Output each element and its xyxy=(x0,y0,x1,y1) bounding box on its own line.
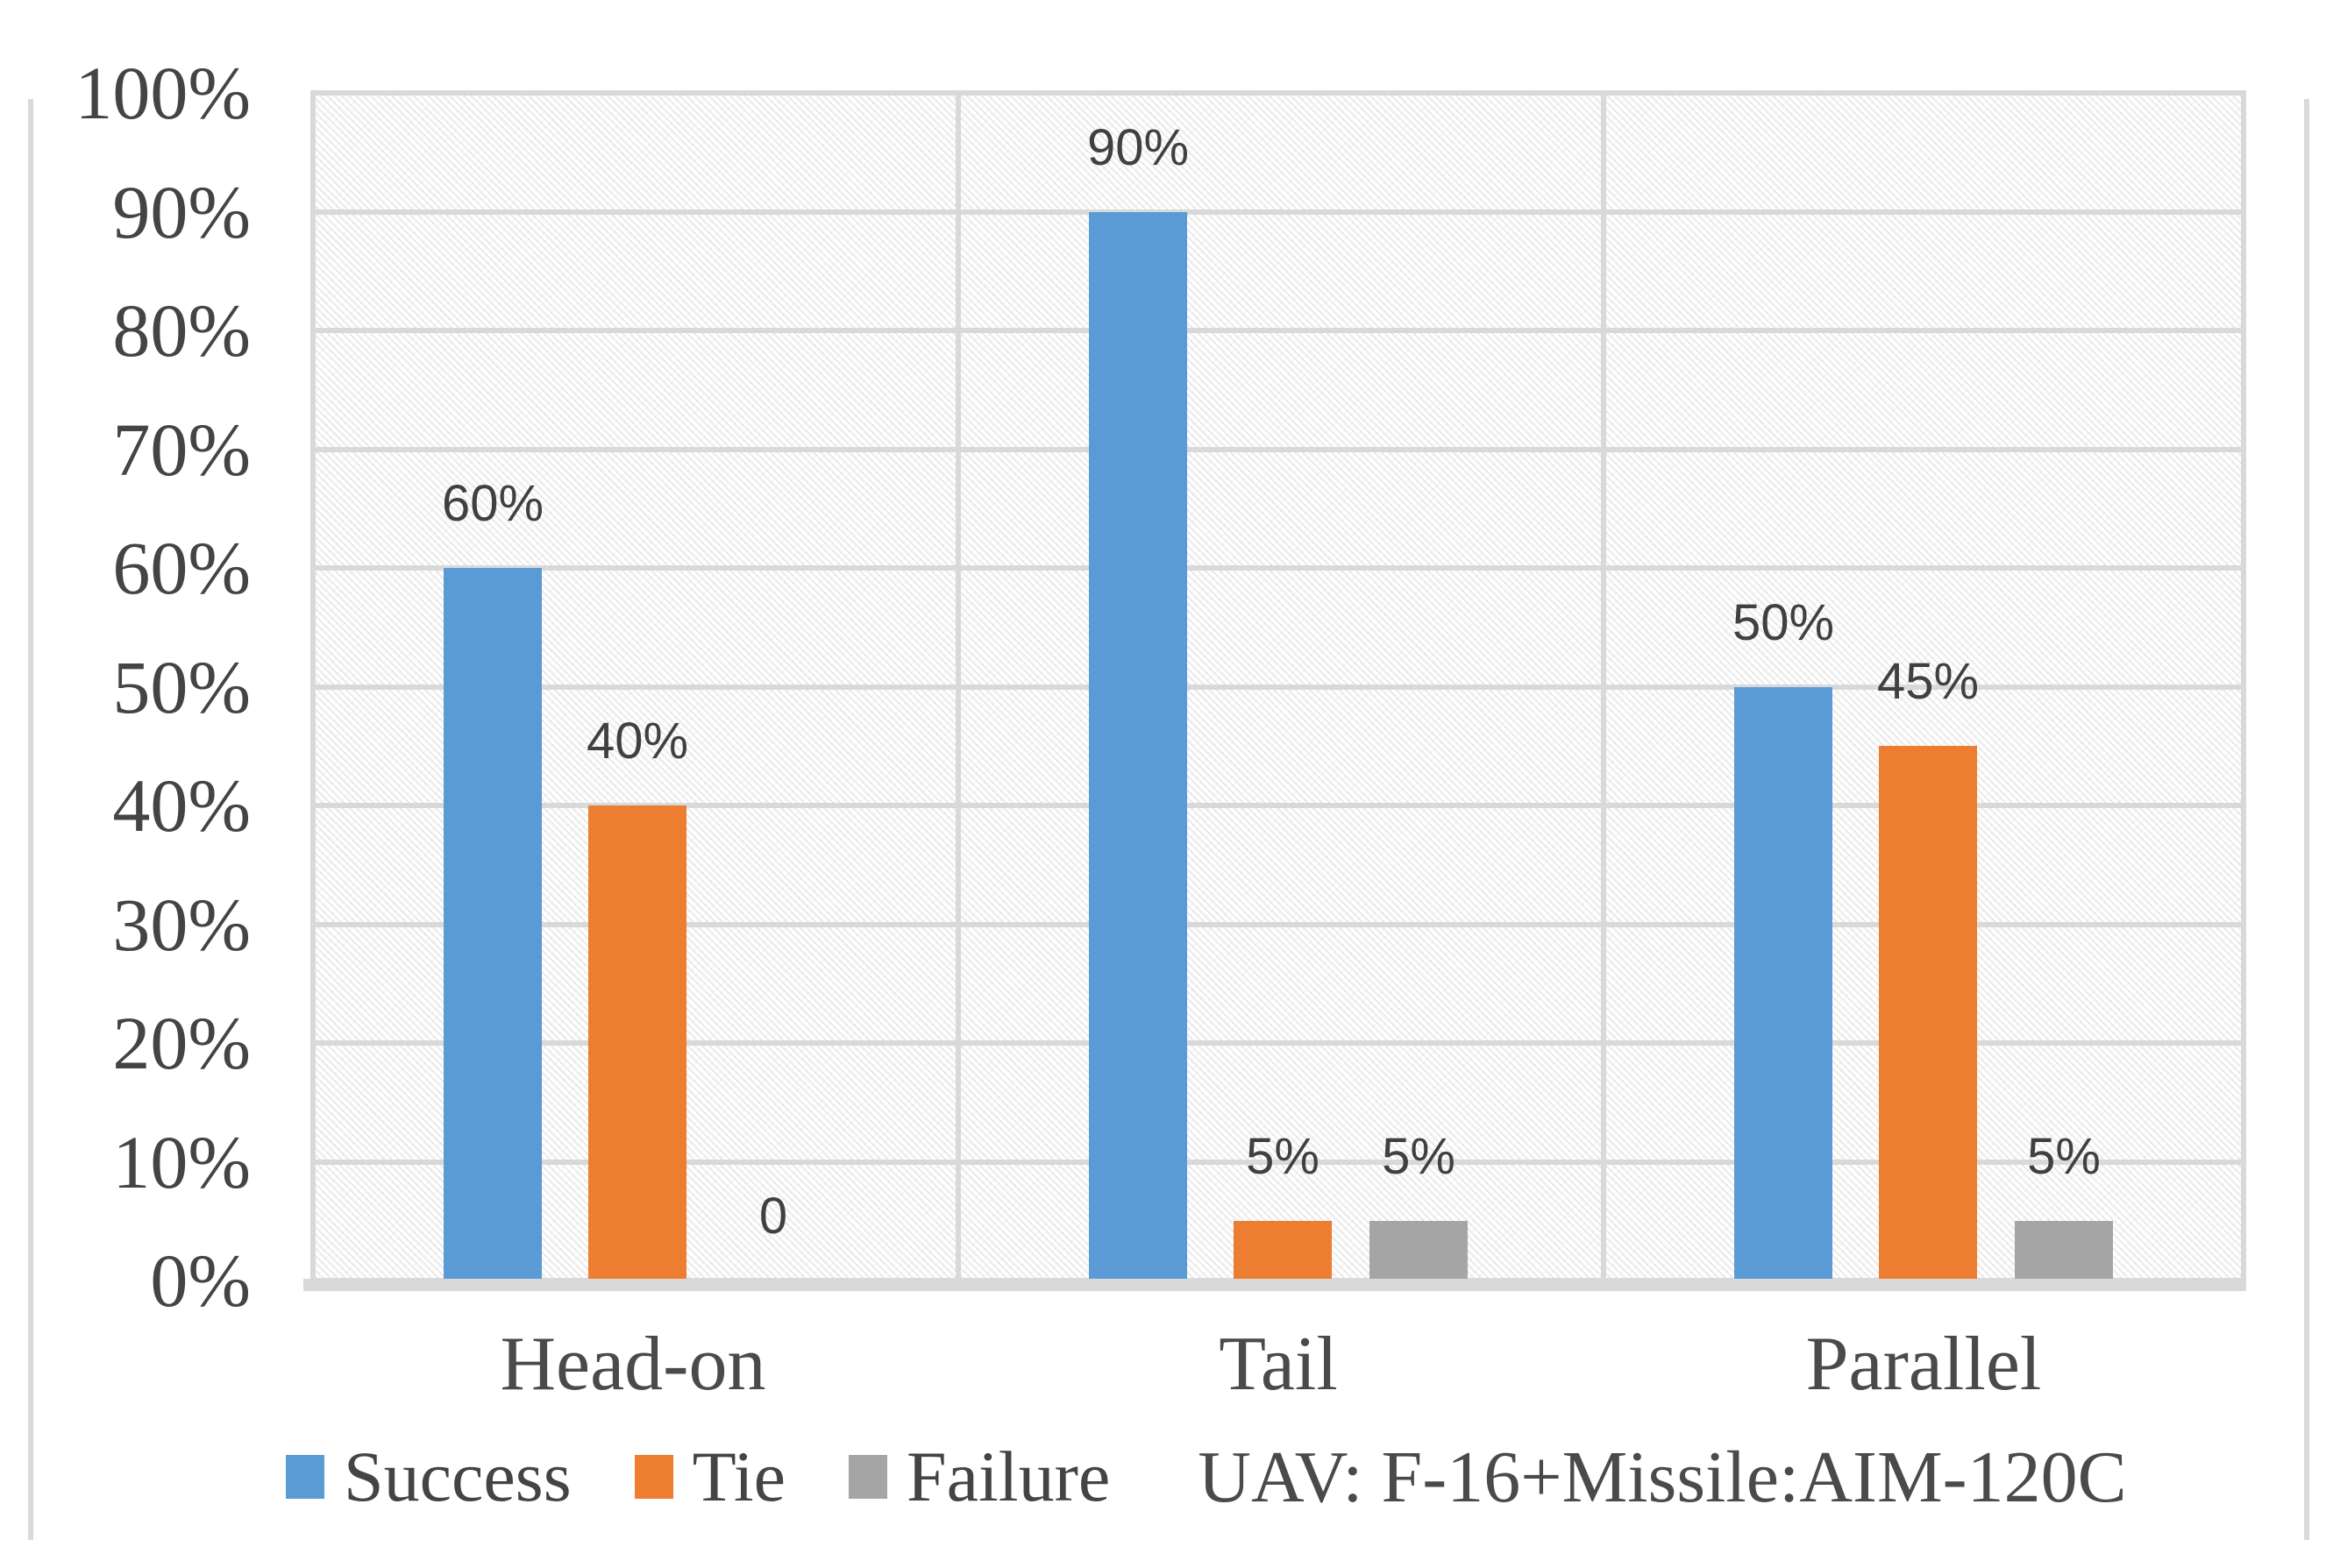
y-axis-tick-label: 0% xyxy=(150,1238,251,1323)
legend-label-failure: Failure xyxy=(907,1437,1111,1516)
gridline-horizontal xyxy=(310,209,2246,215)
gridline-horizontal xyxy=(310,684,2246,690)
gridline-horizontal xyxy=(310,921,2246,927)
gridline-vertical xyxy=(310,93,316,1281)
legend-annotation-text: UAV: F-16+Missile:AIM-120C xyxy=(1198,1436,2127,1518)
data-label-success-parallel: 50% xyxy=(1732,593,1835,651)
bar-failure-parallel xyxy=(2015,1221,2113,1281)
data-label-failure-parallel: 5% xyxy=(2027,1128,2101,1186)
gridline-vertical xyxy=(2241,93,2246,1281)
y-axis-tick-label: 60% xyxy=(112,526,251,610)
bar-tie-parallel xyxy=(1879,746,1977,1281)
data-label-success-head-on: 60% xyxy=(441,475,544,532)
category-label-parallel: Parallel xyxy=(1805,1322,2042,1407)
legend: Success Tie Failure UAV: F-16+Missile:AIM-1… xyxy=(286,1436,2127,1518)
data-label-failure-tail: 5% xyxy=(1382,1128,1455,1186)
x-axis-line xyxy=(303,1279,2246,1291)
legend-item-success: Success xyxy=(286,1436,572,1518)
y-axis-tick-label: 80% xyxy=(112,288,251,372)
y-axis-tick-label: 30% xyxy=(112,882,251,967)
category-label-tail: Tail xyxy=(1219,1322,1338,1407)
plot-area xyxy=(310,90,2246,1283)
data-label-success-tail: 90% xyxy=(1086,118,1190,176)
gridline-horizontal xyxy=(310,1159,2246,1165)
gridline-horizontal xyxy=(310,90,2246,96)
y-axis-tick-label: 100% xyxy=(75,51,251,135)
bar-failure-tail xyxy=(1369,1221,1468,1281)
data-label-failure-head-on: 0 xyxy=(758,1188,788,1245)
legend-item-failure: Failure xyxy=(849,1436,1110,1518)
legend-item-tie: Tie xyxy=(634,1436,786,1518)
gridline-horizontal xyxy=(310,803,2246,808)
legend-marker-failure xyxy=(849,1455,888,1499)
legend-marker-tie xyxy=(634,1455,673,1499)
y-axis-tick-label: 50% xyxy=(112,644,251,729)
bar-success-tail xyxy=(1089,211,1187,1281)
gridline-horizontal xyxy=(310,446,2246,452)
legend-marker-success xyxy=(286,1455,324,1499)
bar-success-parallel xyxy=(1734,686,1832,1281)
y-axis-tick-label: 70% xyxy=(112,407,251,492)
figure-left-border xyxy=(28,99,33,1540)
y-axis-tick-label: 10% xyxy=(112,1119,251,1204)
bar-success-head-on xyxy=(444,568,542,1281)
data-label-tie-tail: 5% xyxy=(1246,1128,1319,1186)
category-label-head-on: Head-on xyxy=(500,1322,766,1407)
figure-right-border xyxy=(2304,99,2309,1540)
bar-tie-head-on xyxy=(588,805,686,1281)
gridline-horizontal xyxy=(310,1040,2246,1046)
gridline-vertical xyxy=(1601,93,1606,1281)
y-axis-tick-label: 40% xyxy=(112,763,251,848)
bar-tie-tail xyxy=(1234,1221,1332,1281)
gridline-horizontal xyxy=(310,565,2246,571)
gridline-horizontal xyxy=(310,328,2246,333)
y-axis-tick-label: 90% xyxy=(112,169,251,254)
gridline-vertical xyxy=(956,93,961,1281)
y-axis-tick-label: 20% xyxy=(112,1001,251,1085)
legend-label-success: Success xyxy=(344,1437,572,1516)
legend-label-tie: Tie xyxy=(692,1437,786,1516)
data-label-tie-parallel: 45% xyxy=(1876,653,1980,711)
data-label-tie-head-on: 40% xyxy=(586,713,689,770)
